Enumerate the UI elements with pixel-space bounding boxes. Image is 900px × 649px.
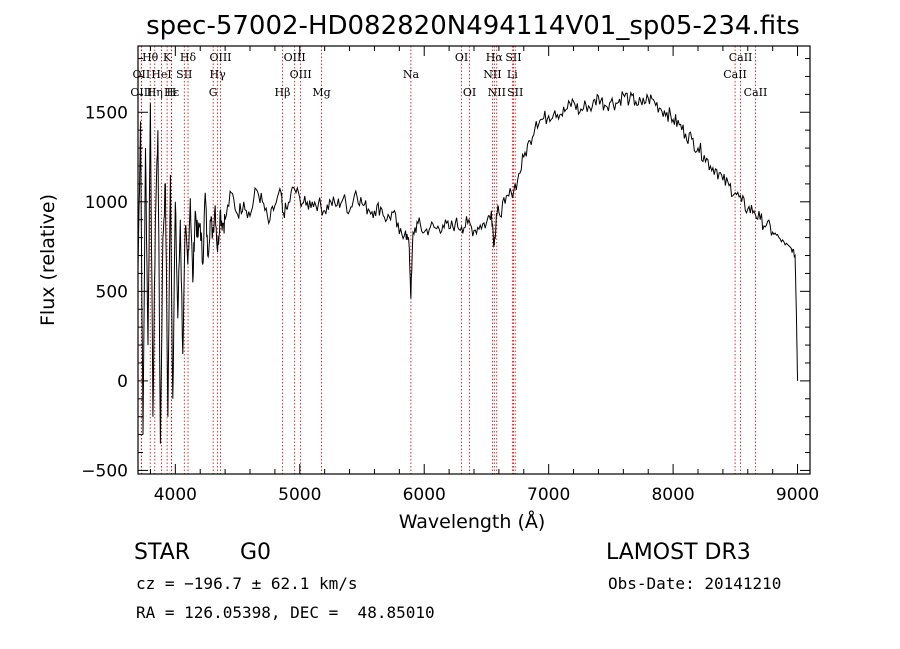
y-axis-ticks: −500 0 500 1000 1500 bbox=[81, 58, 810, 481]
spectral-line-label: CaII bbox=[729, 51, 753, 64]
object-class: STAR bbox=[134, 540, 191, 565]
spectral-line-label: NII bbox=[488, 86, 506, 99]
coordinates: RA = 126.05398, DEC = 48.85010 bbox=[136, 603, 435, 622]
x-tick-label: 7000 bbox=[527, 485, 570, 505]
plot-frame bbox=[137, 45, 811, 475]
spectral-line-label: OIII bbox=[130, 86, 152, 99]
y-tick-label: 0 bbox=[117, 372, 128, 392]
spectral-line-label: Hη bbox=[147, 86, 163, 99]
spectral-line-label: K bbox=[163, 51, 172, 64]
x-axis-label: Wavelength (Å) bbox=[399, 510, 546, 533]
spectral-line-label: CaII bbox=[744, 86, 768, 99]
x-tick-label: 8000 bbox=[651, 485, 694, 505]
spectral-line-label: HeI bbox=[151, 68, 171, 81]
spectral-line-label: Hδ bbox=[180, 51, 197, 64]
spectral-line-label: SII bbox=[176, 68, 192, 81]
spectral-line-label: H bbox=[167, 86, 177, 99]
y-tick-label: 500 bbox=[96, 282, 128, 302]
spectral-line-markers bbox=[140, 46, 756, 474]
spectrum-line bbox=[137, 90, 799, 444]
spectral-line-label: NII bbox=[483, 68, 501, 81]
spectral-line-label: OIII bbox=[284, 51, 306, 64]
spectral-line-label: G bbox=[209, 86, 218, 99]
spectral-line-label: OI bbox=[463, 86, 476, 99]
data-release: LAMOST DR3 bbox=[606, 540, 751, 565]
x-axis-ticks: 4000 5000 6000 7000 8000 9000 bbox=[149, 46, 819, 505]
spectral-line-label: Hθ bbox=[142, 51, 159, 64]
spectral-line-label: SII bbox=[505, 51, 521, 64]
spectral-line-label: SII bbox=[507, 86, 523, 99]
spectral-line-label: Hγ bbox=[210, 68, 227, 81]
y-tick-label: −500 bbox=[81, 461, 128, 481]
spectral-line-label: Hα bbox=[486, 51, 504, 64]
x-tick-label: 5000 bbox=[278, 485, 321, 505]
y-axis-label: Flux (relative) bbox=[37, 194, 59, 326]
x-tick-label: 9000 bbox=[776, 485, 819, 505]
x-tick-label: 6000 bbox=[403, 485, 446, 505]
spectral-line-label: OIII bbox=[290, 68, 312, 81]
chart-title: spec-57002-HD082820N494114V01_sp05-234.f… bbox=[146, 11, 800, 41]
spectral-line-label: Mg bbox=[312, 86, 330, 99]
observation-date: Obs-Date: 20141210 bbox=[608, 574, 782, 593]
y-tick-label: 1000 bbox=[85, 193, 128, 213]
spectral-line-label: Hβ bbox=[275, 86, 291, 99]
spectral-line-label: Li bbox=[507, 68, 518, 81]
spectral-line-label: OI bbox=[455, 51, 468, 64]
redshift-velocity: cz = −196.7 ± 62.1 km/s bbox=[136, 574, 358, 593]
spectral-line-label: CaII bbox=[723, 68, 747, 81]
spectral-line-label: Hε bbox=[164, 86, 180, 99]
x-tick-label: 4000 bbox=[154, 485, 197, 505]
spectral-line-label: OIII bbox=[209, 51, 231, 64]
object-subclass: G0 bbox=[240, 540, 272, 565]
spectral-line-label: Na bbox=[403, 68, 420, 81]
spectral-line-label: OII bbox=[133, 68, 151, 81]
y-tick-label: 1500 bbox=[85, 103, 128, 123]
